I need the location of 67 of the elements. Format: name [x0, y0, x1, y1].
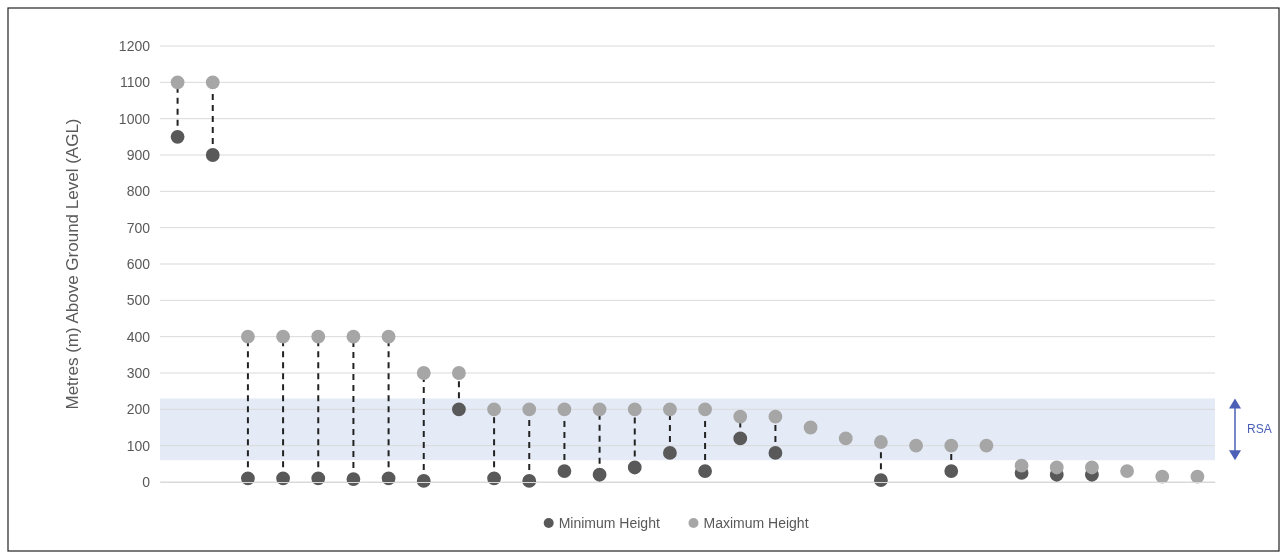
point: [276, 329, 290, 344]
point: [346, 472, 361, 486]
point: [874, 435, 888, 449]
point: [452, 366, 466, 380]
point: [557, 464, 572, 478]
y-tick-label: 700: [126, 219, 151, 236]
point: [1120, 464, 1134, 478]
point: [663, 402, 677, 417]
point: [698, 402, 712, 417]
y-tick-label: 900: [126, 146, 151, 163]
point: [522, 474, 537, 488]
point: [170, 129, 185, 144]
point: [944, 464, 959, 478]
point: [627, 402, 642, 417]
y-tick-label: 1200: [118, 37, 151, 54]
point: [346, 329, 361, 344]
point: [944, 438, 959, 453]
point: [170, 75, 185, 90]
legend-label: Minimum Height: [558, 515, 660, 531]
point: [416, 366, 431, 380]
point: [381, 329, 396, 344]
band-label: RSA: [1247, 422, 1272, 437]
point: [1049, 460, 1064, 475]
point: [205, 75, 220, 90]
point: [1190, 469, 1205, 484]
point: [909, 438, 923, 453]
point: [979, 438, 994, 453]
y-tick-label: 300: [126, 364, 151, 381]
point: [487, 471, 501, 486]
y-tick-label: 500: [126, 292, 151, 309]
point: [1085, 460, 1099, 475]
point: [874, 473, 888, 488]
y-tick-label: 0: [142, 473, 151, 490]
point: [381, 471, 396, 486]
point: [838, 431, 853, 446]
point: [557, 402, 572, 417]
y-tick-label: 600: [126, 255, 151, 272]
point: [522, 402, 537, 417]
point: [592, 402, 607, 417]
point: [452, 402, 466, 417]
y-tick-label: 400: [126, 328, 151, 345]
point: [1155, 469, 1170, 484]
point: [205, 148, 220, 162]
point: [487, 402, 501, 417]
y-tick-label: 200: [126, 401, 151, 418]
y-tick-label: 100: [126, 437, 151, 454]
point: [733, 409, 748, 424]
point: [311, 329, 326, 344]
y-tick-label: 1000: [118, 110, 151, 127]
point: [768, 409, 783, 424]
point: [733, 431, 748, 446]
legend-label: Maximum Height: [703, 515, 809, 531]
y-tick-label: 1100: [119, 74, 151, 91]
point: [241, 329, 255, 344]
point: [803, 420, 818, 435]
y-axis-title: Metres (m) Above Ground Level (AGL): [63, 118, 82, 410]
point: [241, 471, 255, 486]
point: [311, 471, 326, 486]
point: [416, 474, 431, 488]
point: [698, 464, 712, 478]
point: [592, 467, 607, 482]
y-tick-label: 800: [126, 183, 151, 200]
point: [276, 471, 290, 486]
point: [663, 446, 677, 460]
point: [627, 460, 642, 475]
point: [768, 446, 783, 460]
point: [1014, 458, 1029, 473]
